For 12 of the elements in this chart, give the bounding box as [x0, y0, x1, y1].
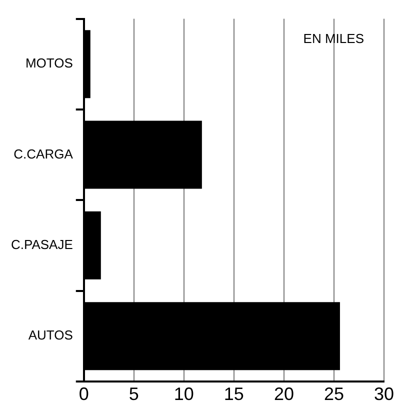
x-tick-label: 10 — [174, 384, 194, 404]
x-tick-label: 0 — [78, 384, 89, 404]
y-tick-label: C.CARGA — [14, 146, 74, 162]
y-tick-label: C.PASAJE — [11, 237, 74, 252]
annotation: EN MILES — [303, 30, 364, 46]
x-tick-label: 5 — [128, 384, 139, 404]
y-tick-label: MOTOS — [25, 56, 74, 71]
x-tick-label: 15 — [224, 384, 244, 404]
x-tick-label: 25 — [324, 384, 344, 404]
x-tick-label: 20 — [274, 384, 294, 404]
x-tick-label: 30 — [374, 384, 394, 404]
y-tick-label: AUTOS — [28, 328, 74, 343]
